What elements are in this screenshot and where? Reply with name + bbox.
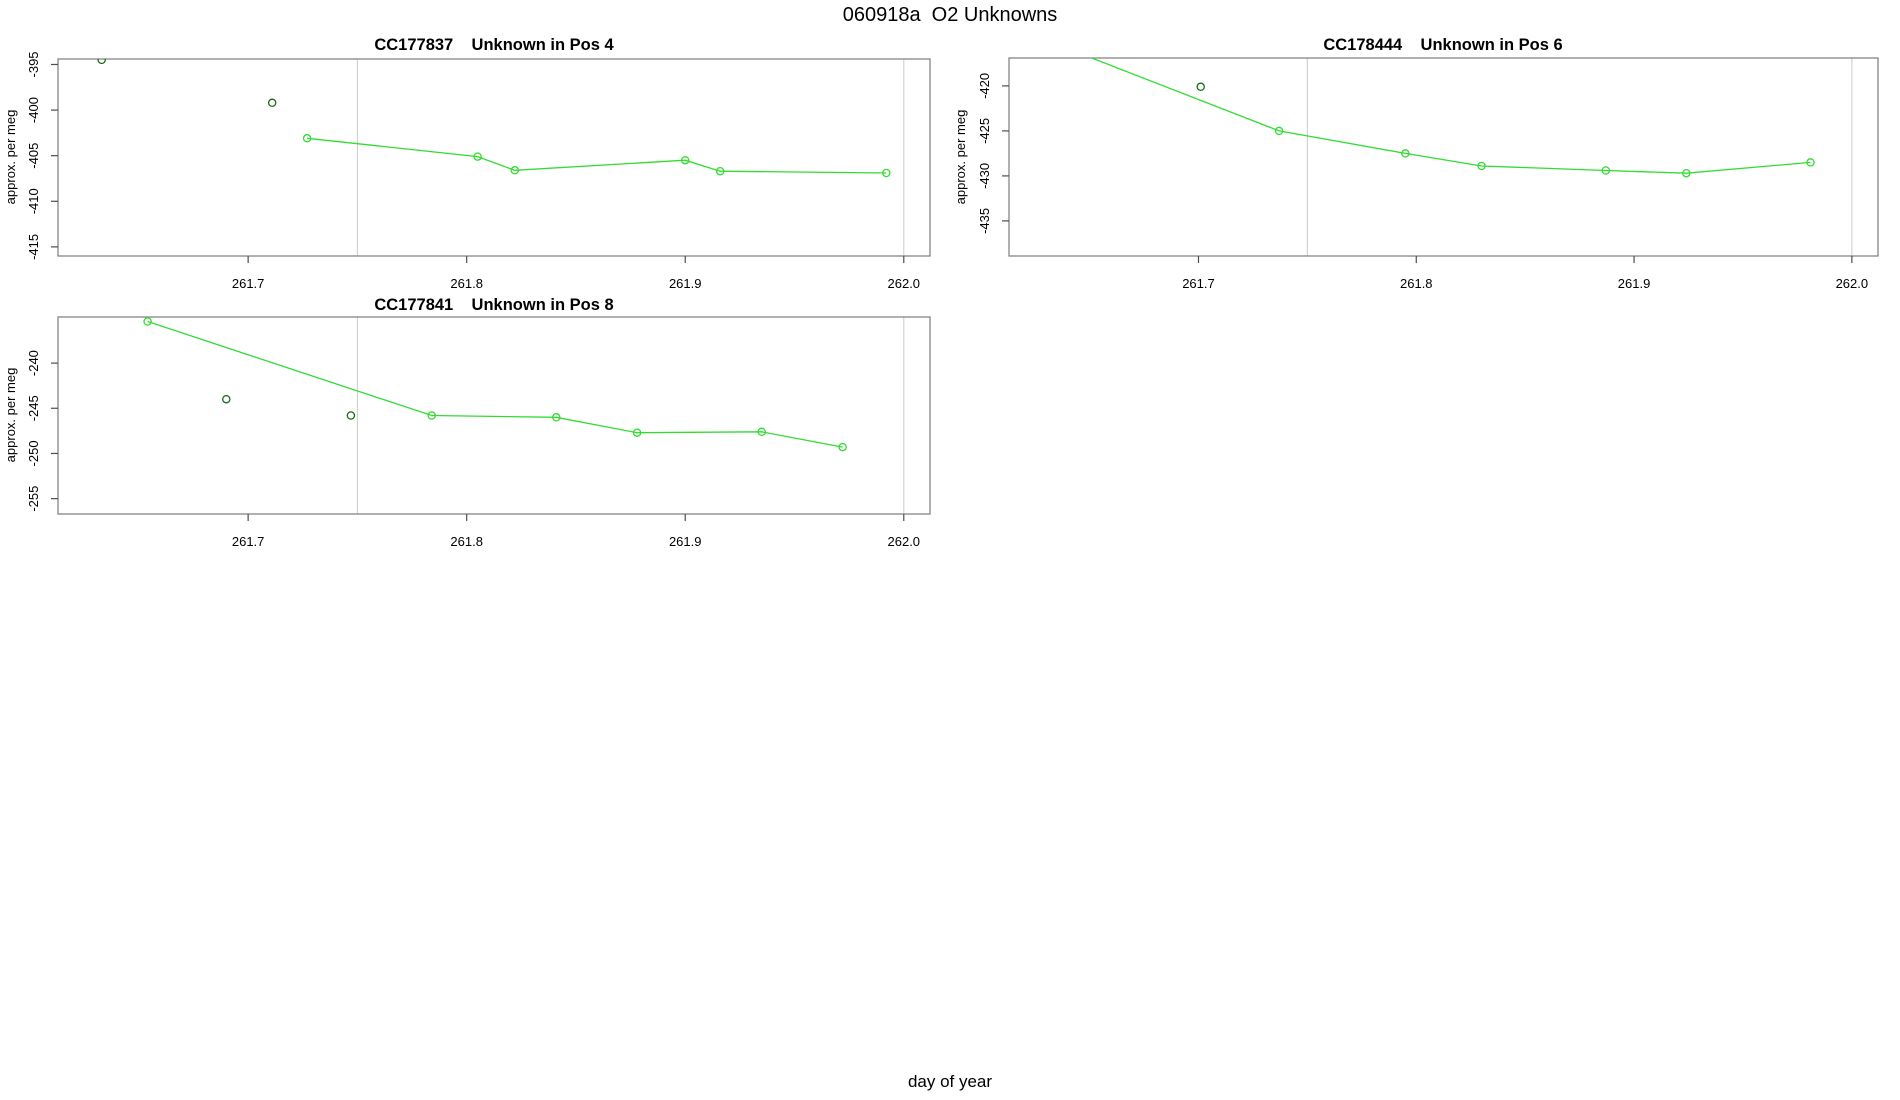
x-tick-label: 262.0 — [888, 276, 921, 291]
connected-run-marker — [1682, 168, 1691, 178]
connected-run-marker — [1401, 149, 1410, 158]
y-tick-label: -400 — [26, 97, 41, 123]
connected-run-marker — [302, 134, 312, 143]
isolated-points-marker — [97, 59, 106, 65]
y-tick-label: -395 — [26, 51, 41, 77]
plot-title: CC177837 Unknown in Pos 4 — [374, 36, 614, 54]
y-tick-label: -425 — [977, 118, 992, 144]
plot-title: CC177841 Unknown in Pos 8 — [374, 296, 613, 314]
y-tick-label: -245 — [26, 395, 41, 421]
x-tick-label: 261.9 — [669, 534, 702, 549]
x-tick-label: 261.7 — [232, 534, 265, 549]
connected-run-marker — [143, 317, 152, 326]
connected-run-marker — [715, 166, 725, 176]
connected-run-marker — [1051, 40, 1058, 47]
connected-run-line — [1089, 58, 1811, 174]
y-tick-label: -420 — [977, 73, 992, 99]
x-tick-label: 261.9 — [669, 276, 702, 291]
x-tick-label: 261.8 — [450, 534, 483, 549]
y-tick-label: -410 — [26, 188, 41, 214]
plot-title: CC178444 Unknown in Pos 6 — [1323, 36, 1562, 54]
x-tick-label: 261.7 — [1182, 276, 1215, 291]
connected-run-line — [147, 320, 843, 448]
isolated-points-marker — [1196, 82, 1205, 92]
x-axis-label: day of year — [907, 1072, 993, 1091]
connected-run-marker — [1806, 158, 1815, 167]
y-tick-label: -250 — [26, 440, 41, 466]
plot-box — [57, 316, 931, 515]
connected-run-marker — [427, 411, 436, 420]
y-tick-label: -415 — [26, 234, 41, 260]
connected-run-marker — [757, 427, 766, 437]
x-tick-label: 262.0 — [1836, 276, 1869, 291]
plot-cc177841-pos8: CC177841 Unknown in Pos 8 approx. per me… — [3, 296, 931, 549]
connected-run-marker — [510, 166, 520, 175]
isolated-points-marker — [346, 411, 356, 420]
y-axis-label: approx. per meg — [3, 368, 18, 463]
plot-box — [1008, 57, 1879, 257]
connected-run-marker — [1477, 161, 1486, 171]
plot-box — [57, 58, 931, 257]
x-tick-label: 261.9 — [1618, 276, 1651, 291]
connected-run-marker — [680, 155, 690, 165]
y-tick-label: -435 — [977, 208, 992, 234]
y-axis-label: approx. per meg — [3, 110, 18, 205]
connected-run-marker — [838, 442, 847, 452]
y-tick-label: -255 — [26, 486, 41, 512]
connected-run-line — [307, 137, 887, 174]
y-axis-label: approx. per meg — [953, 110, 968, 205]
connected-run-marker — [1274, 126, 1284, 136]
x-tick-label: 261.8 — [1400, 276, 1433, 291]
isolated-points-marker — [222, 394, 231, 404]
plot-cc177837-pos4: CC177837 Unknown in Pos 4 approx. per me… — [3, 36, 931, 291]
connected-run-marker — [1601, 166, 1611, 175]
x-tick-label: 262.0 — [888, 534, 921, 549]
x-tick-label: 261.7 — [232, 276, 265, 291]
connected-run-marker — [552, 413, 561, 422]
main-title: 060918a O2 Unknowns — [842, 4, 1058, 26]
y-tick-label: -240 — [26, 350, 41, 376]
connected-run-marker — [882, 168, 891, 178]
plot-cc178444-pos6: CC178444 Unknown in Pos 6 approx. per me… — [953, 36, 1879, 291]
isolated-points-marker — [267, 98, 277, 108]
y-tick-label: -405 — [26, 143, 41, 169]
connected-run-marker — [632, 428, 642, 437]
y-tick-label: -430 — [977, 163, 992, 189]
connected-run-marker — [473, 152, 482, 161]
x-tick-label: 261.8 — [450, 276, 483, 291]
